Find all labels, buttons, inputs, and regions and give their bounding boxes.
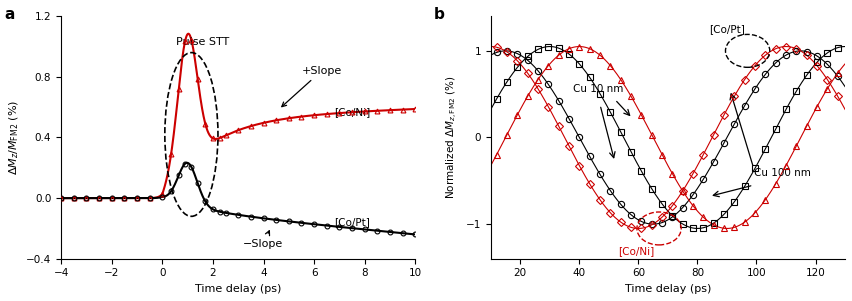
Text: Cu 100 nm: Cu 100 nm [753, 169, 810, 178]
Text: [Co/Ni]: [Co/Ni] [334, 107, 371, 117]
Text: −Slope: −Slope [244, 231, 284, 249]
Y-axis label: Normalized $\Delta M_{z,\mathrm{FM2}}$ (%): Normalized $\Delta M_{z,\mathrm{FM2}}$ (… [445, 76, 460, 199]
Text: Cu 10 nm: Cu 10 nm [573, 85, 624, 95]
X-axis label: Time delay (ps): Time delay (ps) [625, 284, 711, 294]
Text: b: b [434, 7, 445, 21]
Text: [Co/Pt]: [Co/Pt] [334, 217, 371, 228]
Text: [Co/Ni]: [Co/Ni] [618, 247, 654, 256]
Text: Pulse STT: Pulse STT [176, 37, 229, 47]
Y-axis label: $\Delta M_z/M_{\mathrm{FM2}}$ (%): $\Delta M_z/M_{\mathrm{FM2}}$ (%) [7, 100, 20, 175]
Text: +Slope: +Slope [282, 66, 342, 107]
Text: a: a [4, 7, 14, 21]
X-axis label: Time delay (ps): Time delay (ps) [195, 284, 281, 294]
Text: [Co/Pt]: [Co/Pt] [709, 24, 746, 34]
